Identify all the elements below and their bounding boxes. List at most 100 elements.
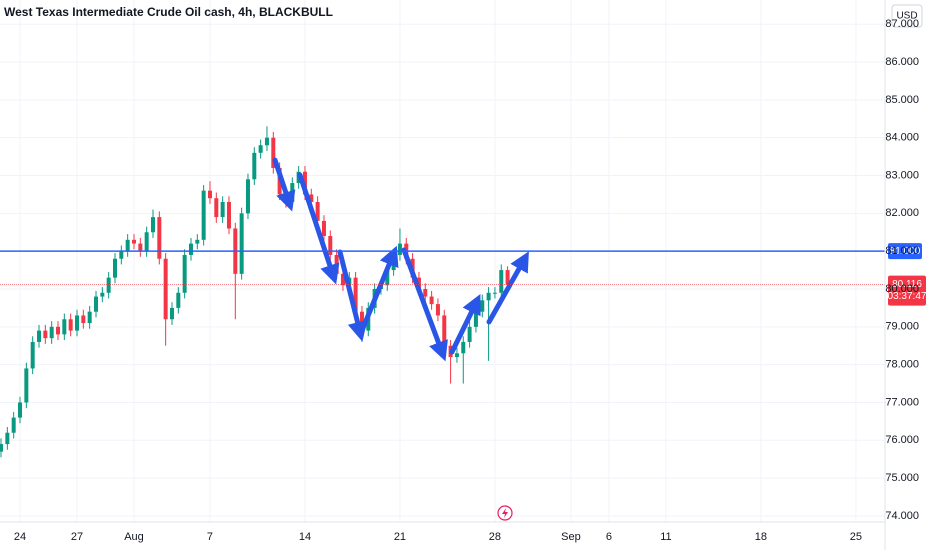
candle-body (454, 353, 459, 358)
y-tick-label: 81.000 (885, 245, 919, 257)
candle-body (163, 258, 168, 320)
candle-body (150, 217, 155, 233)
candle-body (492, 292, 497, 294)
y-tick-label: 76.000 (885, 434, 919, 446)
x-tick-label: Sep (561, 531, 581, 543)
x-tick-label: 14 (299, 531, 311, 543)
candle-body (207, 190, 212, 199)
candle-body (252, 152, 257, 180)
drawn-arrow (272, 157, 296, 212)
candle-body (176, 292, 181, 308)
x-tick-label: 27 (71, 531, 83, 543)
candle-body (157, 217, 162, 259)
x-tick-label: 11 (660, 531, 671, 543)
x-tick-label: 7 (207, 531, 213, 543)
events-icon[interactable] (497, 505, 513, 521)
x-tick-label: 6 (606, 531, 612, 543)
candle-body (81, 315, 86, 324)
candle-body (334, 254, 339, 274)
candle-body (62, 319, 67, 335)
candle-body (214, 198, 219, 218)
candle-body (144, 232, 149, 252)
y-tick-label: 85.000 (885, 94, 919, 106)
y-tick-label: 86.000 (885, 56, 919, 68)
y-tick-label: 78.000 (885, 359, 919, 371)
candle-body (119, 251, 124, 259)
x-tick-label: 28 (489, 531, 501, 543)
countdown-label: 03:37:47 (888, 291, 927, 302)
x-tick-label: 25 (850, 531, 862, 543)
hline-label: 81.000 (890, 246, 921, 257)
candle-body (220, 201, 225, 218)
candle-body (353, 277, 358, 312)
candle-body (43, 330, 48, 339)
candle-body (328, 236, 333, 255)
candle-body (258, 145, 263, 153)
candle-body (24, 368, 29, 403)
candle-body (245, 179, 250, 214)
candle-body (429, 296, 434, 305)
candle-body (397, 243, 402, 255)
x-tick-label: 18 (755, 531, 767, 543)
candle-body (87, 311, 92, 324)
y-tick-label: 80.000 (885, 283, 919, 295)
x-tick-label: 21 (394, 531, 406, 543)
candle-body (271, 137, 276, 168)
candle-body (30, 341, 35, 369)
candle-body (18, 402, 23, 418)
candle-body (195, 239, 200, 244)
candle-body (201, 190, 206, 240)
candle-body (226, 201, 231, 229)
drawings (272, 157, 529, 362)
y-tick-label: 75.000 (885, 472, 919, 484)
candle-body (0, 444, 4, 452)
candle-body (461, 341, 466, 354)
y-tick-label: 83.000 (885, 169, 919, 181)
y-tick-label: 79.000 (885, 321, 919, 333)
candle-body (37, 330, 42, 342)
y-tick-label: 82.000 (885, 207, 919, 219)
candle-body (93, 296, 98, 312)
candle-body (442, 315, 447, 346)
candle-body (435, 304, 440, 316)
candle-body (385, 270, 390, 286)
candle-body (188, 243, 193, 255)
candle-body (112, 258, 117, 278)
candle-body (11, 417, 16, 433)
candle-body (309, 194, 314, 202)
last-price-label: 80.116 (892, 279, 922, 290)
candle-body (68, 319, 73, 331)
candle-body (467, 326, 472, 342)
y-tick-label: 74.000 (885, 510, 919, 522)
y-tick-label: 77.000 (885, 396, 919, 408)
grid (0, 0, 885, 522)
drawn-arrow (486, 251, 529, 325)
last-price-box (888, 275, 926, 306)
candle-body (106, 277, 111, 293)
candle-body (473, 311, 478, 327)
candle-body (321, 220, 326, 237)
candle-body (486, 292, 491, 301)
candle-body (423, 288, 428, 297)
x-tick-label: Aug (124, 531, 144, 543)
candle-body (56, 326, 61, 335)
candle-body (480, 300, 485, 312)
candle-body (169, 307, 174, 320)
drawn-arrow (401, 247, 448, 362)
drawn-arrow (360, 245, 399, 331)
currency-button[interactable] (891, 4, 923, 28)
candle-body (138, 243, 143, 252)
candle-body (340, 273, 345, 286)
drawn-arrow (449, 294, 481, 355)
candle-body (182, 254, 187, 293)
hline-label-box (888, 243, 922, 260)
currency-label: USD (896, 11, 917, 22)
candle-body (315, 201, 320, 221)
candle-body (49, 326, 54, 339)
y-tick-label: 87.000 (885, 18, 919, 30)
candle-body (5, 432, 10, 445)
candle-body (290, 183, 295, 202)
y-tick-label: 84.000 (885, 132, 919, 144)
